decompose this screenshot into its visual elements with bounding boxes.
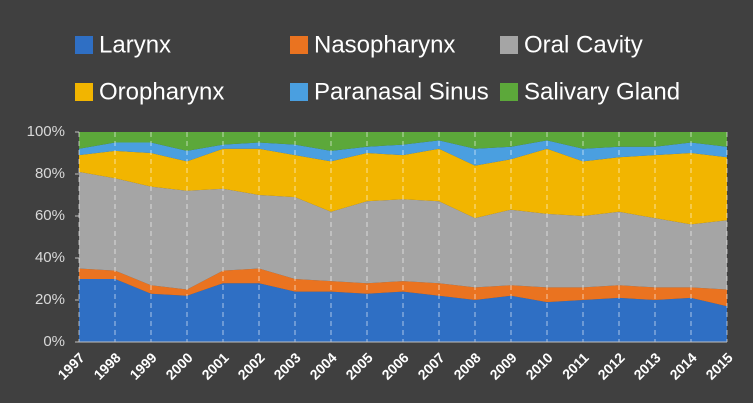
- legend-swatch: [500, 36, 518, 54]
- x-tick-label: 2015: [702, 349, 735, 382]
- x-tick-label: 2009: [486, 349, 519, 382]
- x-tick-label: 2010: [522, 349, 555, 382]
- legend-label: Nasopharynx: [314, 31, 455, 58]
- y-tick-label: 80%: [35, 165, 65, 182]
- legend-swatch: [75, 83, 93, 101]
- legend-label: Salivary Gland: [524, 78, 680, 105]
- x-tick-label: 2003: [270, 349, 303, 382]
- legend-label: Oropharynx: [99, 78, 224, 105]
- x-tick-label: 2011: [559, 349, 592, 382]
- x-tick-label: 2006: [378, 349, 411, 382]
- x-tick-label: 2001: [198, 349, 231, 382]
- legend-label: Larynx: [99, 31, 171, 58]
- area: [79, 171, 727, 290]
- legend-label: Oral Cavity: [524, 31, 643, 58]
- legend-swatch: [75, 36, 93, 54]
- legend-swatch: [500, 83, 518, 101]
- x-tick-label: 2007: [414, 349, 447, 382]
- area: [79, 279, 727, 342]
- legend-label: Paranasal Sinus: [314, 78, 489, 105]
- x-tick-label: 1998: [90, 349, 123, 382]
- legend-swatch: [290, 36, 308, 54]
- x-tick-label: 1997: [54, 349, 87, 382]
- y-tick-label: 20%: [35, 291, 65, 308]
- y-tick-label: 100%: [27, 123, 65, 140]
- x-tick-label: 1999: [126, 349, 159, 382]
- x-tick-label: 2005: [342, 349, 375, 382]
- x-tick-label: 2013: [630, 349, 663, 382]
- x-tick-label: 2014: [666, 349, 699, 382]
- x-tick-label: 2004: [306, 349, 339, 382]
- x-tick-label: 2000: [162, 349, 195, 382]
- x-tick-label: 2002: [234, 349, 267, 382]
- y-tick-label: 40%: [35, 249, 65, 266]
- legend-swatch: [290, 83, 308, 101]
- y-tick-label: 0%: [43, 333, 65, 350]
- y-tick-label: 60%: [35, 207, 65, 224]
- x-tick-label: 2008: [450, 349, 483, 382]
- x-tick-label: 2012: [594, 349, 627, 382]
